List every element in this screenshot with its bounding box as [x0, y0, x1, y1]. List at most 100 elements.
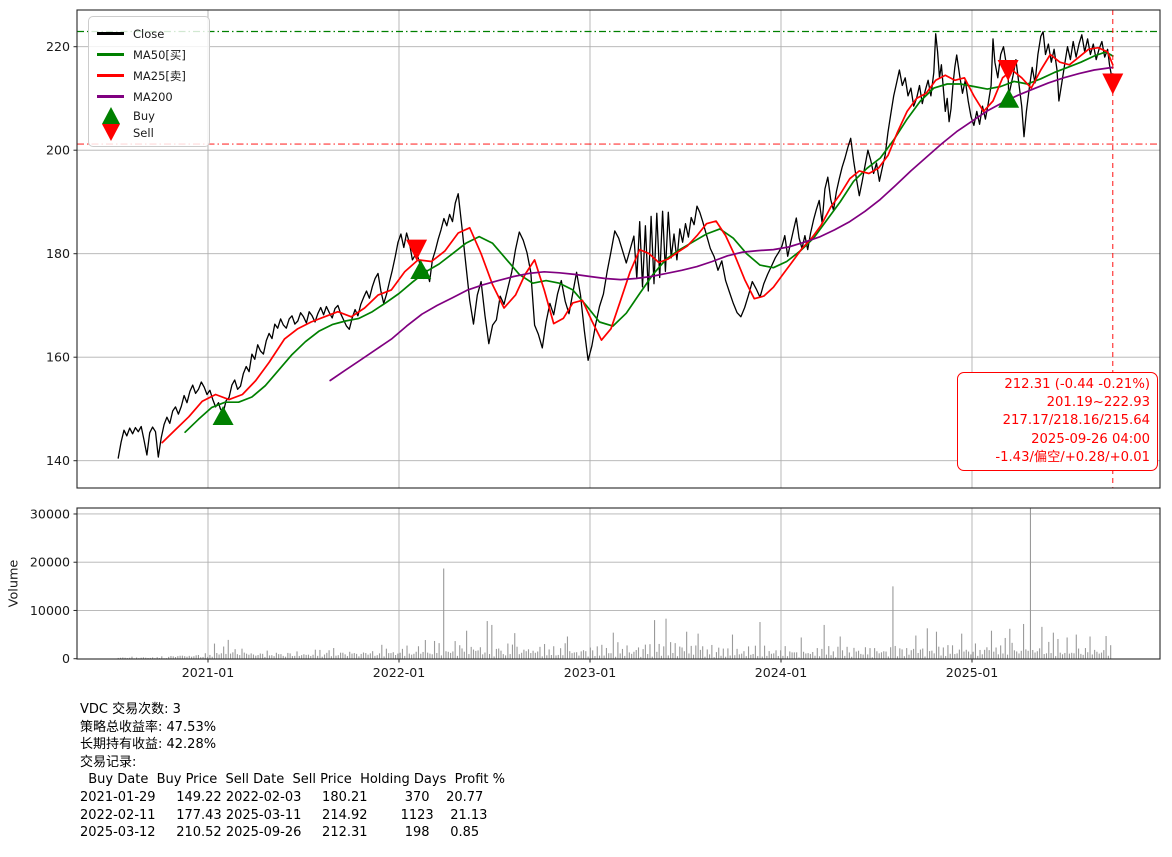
volume-bar [573, 652, 575, 659]
volume-bar [681, 647, 683, 659]
volume-bar [867, 654, 869, 659]
volume-bar [216, 653, 218, 659]
volume-bar [252, 654, 255, 659]
volume-bar [984, 649, 986, 659]
legend-line-swatch [97, 74, 124, 77]
legend-item-buy[interactable]: Buy [97, 107, 201, 124]
volume-bar [560, 648, 562, 659]
volume-bar [1006, 654, 1009, 659]
trade-table-header: Buy Date Buy Price Sell Date Sell Price … [80, 772, 506, 788]
legend-item-ma25-[interactable]: MA25[卖] [97, 65, 201, 86]
stat-buyhold-return: 长期持有收益: 42.28% [80, 737, 217, 753]
volume-bar [427, 652, 429, 659]
price-tick-label: 140 [46, 453, 70, 468]
volume-bar [844, 655, 846, 659]
sell-marker[interactable] [406, 239, 428, 261]
volume-bar [919, 649, 921, 659]
volume-bar [537, 651, 539, 659]
volume-bar [498, 648, 500, 659]
volume-bar [543, 644, 546, 659]
volume-bar [876, 651, 878, 659]
volume-bar [626, 645, 628, 659]
volume-bar [800, 637, 802, 659]
volume-bar [431, 654, 433, 659]
sell-marker[interactable] [997, 59, 1019, 81]
volume-bar [745, 656, 747, 659]
volume-bar [1036, 651, 1038, 659]
volume-bar [326, 652, 328, 659]
volume-bar [656, 651, 658, 659]
volume-bar [358, 656, 360, 659]
volume-bar [211, 656, 213, 659]
volume-bar [422, 651, 424, 659]
ma200-line [329, 66, 1114, 382]
volume-bar [821, 648, 823, 659]
volume-bar [725, 656, 727, 659]
buy-marker[interactable] [410, 259, 432, 279]
volume-bar [995, 647, 997, 659]
volume-bar [605, 647, 607, 659]
volume-bar [860, 653, 862, 659]
volume-bar [582, 650, 585, 659]
volume-bar [181, 655, 183, 659]
volume-bar [679, 646, 681, 659]
volume-bar [507, 643, 509, 659]
volume-bar [456, 655, 458, 659]
volume-bar [578, 655, 580, 659]
volume-bar [782, 655, 784, 659]
volume-bar [440, 655, 442, 659]
volume-bar [738, 654, 740, 659]
volume-bar [1004, 637, 1006, 659]
volume-bar [628, 652, 630, 659]
chart-legend[interactable]: Close MA50[买] MA25[卖] MA200 Buy Sell [88, 16, 210, 147]
volume-bar [119, 657, 122, 659]
legend-item-ma200[interactable]: MA200 [97, 86, 201, 107]
volume-bar [777, 656, 779, 659]
legend-item-ma50-[interactable]: MA50[买] [97, 44, 201, 65]
volume-bar [805, 653, 807, 659]
volume-bar [488, 654, 491, 659]
volume-bar [635, 650, 637, 659]
volume-bar [282, 655, 284, 659]
date-tick-label: 2023-01 [563, 665, 617, 680]
volume-bar [566, 636, 569, 659]
volume-bar [764, 645, 766, 659]
volume-bar [1105, 636, 1107, 659]
volume-bar [807, 653, 809, 659]
volume-bar [580, 651, 582, 659]
volume-bar [823, 624, 825, 659]
volume-bar [878, 653, 880, 659]
volume-bar [640, 656, 642, 659]
volume-bar [291, 656, 293, 659]
legend-item-sell[interactable]: Sell [97, 124, 201, 141]
volume-bar [887, 656, 889, 659]
volume-bar [117, 657, 119, 659]
buy-marker[interactable] [212, 405, 234, 425]
buy-marker[interactable] [998, 88, 1020, 108]
volume-bar [335, 655, 337, 659]
volume-bar [500, 650, 502, 659]
ma50-line [184, 51, 1114, 434]
volume-bar [287, 652, 289, 659]
volume-bar [514, 633, 516, 659]
volume-bar [296, 651, 298, 659]
volume-bar [388, 653, 390, 659]
volume-bar [378, 653, 381, 659]
volume-bar [665, 618, 667, 659]
volume-bar [963, 651, 965, 659]
volume-bar [468, 654, 470, 659]
volume-bar [333, 648, 335, 659]
trade-log-title: 交易记录: [80, 754, 137, 770]
volume-bar [236, 654, 238, 659]
volume-bar [1087, 652, 1089, 659]
legend-marker-swatch [97, 124, 124, 141]
volume-bar [940, 655, 942, 659]
volume-bar [505, 655, 507, 659]
volume-bar [461, 648, 463, 659]
price-tick-label: 220 [46, 39, 70, 54]
volume-bar [369, 653, 371, 659]
legend-item-close[interactable]: Close [97, 23, 201, 44]
volume-plot-border [76, 507, 1161, 660]
volume-bar [901, 649, 903, 659]
